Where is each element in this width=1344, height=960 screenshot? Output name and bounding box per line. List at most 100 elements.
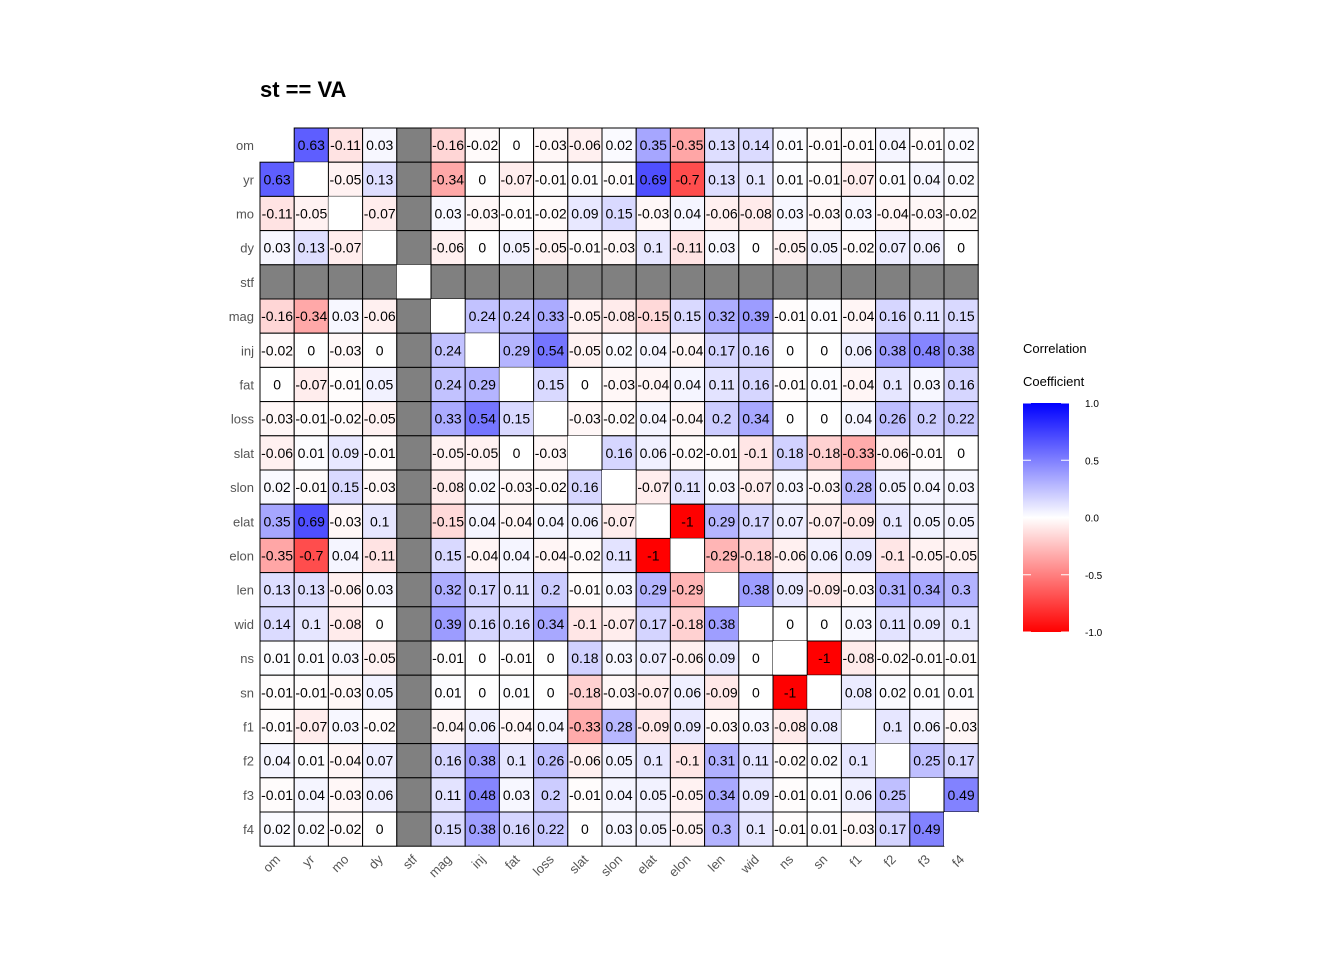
heatmap-cell bbox=[293, 572, 329, 608]
heatmap-cell-na bbox=[396, 332, 432, 368]
cell-value-label: -0.1 bbox=[744, 445, 768, 461]
heatmap-cell bbox=[944, 812, 979, 847]
cell-value-label: -0.16 bbox=[261, 308, 293, 324]
cell-value-label: 0.03 bbox=[332, 719, 359, 735]
heatmap-cell bbox=[704, 195, 740, 232]
heatmap-cell bbox=[464, 401, 500, 437]
cell-value-label: -0.01 bbox=[569, 582, 601, 598]
chart-title: st == VA bbox=[260, 77, 347, 102]
heatmap-cell bbox=[875, 230, 911, 266]
heatmap-cell bbox=[362, 743, 398, 779]
heatmap-cell bbox=[327, 811, 364, 847]
heatmap-cell bbox=[533, 230, 569, 266]
cell-value-label: -0.04 bbox=[432, 719, 464, 735]
cell-value-label: -0.29 bbox=[706, 548, 738, 564]
cell-value-label: 0 bbox=[752, 650, 760, 666]
heatmap-cell bbox=[704, 811, 740, 847]
heatmap-cell bbox=[533, 572, 569, 608]
heatmap-cell bbox=[738, 674, 774, 710]
heatmap-cell-na bbox=[396, 401, 432, 437]
cell-value-label: -0.05 bbox=[569, 342, 601, 358]
cell-value-label: 0.03 bbox=[845, 616, 872, 632]
heatmap-cell bbox=[430, 230, 466, 266]
cell-value-label: 0 bbox=[581, 377, 589, 393]
cell-value-label: -0.34 bbox=[295, 308, 327, 324]
cell-value-label: -0.15 bbox=[637, 308, 669, 324]
heatmap-cell-na bbox=[635, 264, 671, 300]
legend-ticks: 1.0 0.5 0.0 -0.5 -1.0 bbox=[1023, 399, 1103, 639]
cell-value-label: 0.09 bbox=[332, 445, 359, 461]
heatmap-cell bbox=[431, 299, 466, 334]
cell-value-label: 0 bbox=[513, 445, 521, 461]
heatmap-cell bbox=[601, 777, 637, 813]
heatmap-cell bbox=[464, 708, 500, 745]
cell-value-label: 0.02 bbox=[605, 342, 632, 358]
heatmap-cell-na bbox=[396, 503, 432, 539]
heatmap-cell bbox=[293, 230, 329, 266]
heatmap-cell bbox=[327, 537, 364, 574]
heatmap-cell bbox=[567, 332, 603, 368]
heatmap-cell bbox=[601, 537, 637, 574]
heatmap-cell bbox=[430, 435, 466, 471]
cell-value-label: 0.03 bbox=[434, 206, 461, 222]
heatmap-cell bbox=[704, 674, 740, 710]
cell-value-label: -0.15 bbox=[432, 513, 464, 529]
heatmap-cell bbox=[704, 572, 739, 607]
cell-value-label: 0.17 bbox=[640, 616, 667, 632]
cell-value-label: -0.06 bbox=[706, 206, 738, 222]
y-tick-label: yr bbox=[243, 172, 255, 187]
cell-value-label: 0.01 bbox=[811, 787, 838, 803]
cell-value-label: -0.05 bbox=[945, 548, 977, 564]
heatmap-cell bbox=[943, 298, 979, 334]
heatmap-cell bbox=[259, 537, 295, 574]
heatmap-cell bbox=[909, 366, 945, 403]
cell-value-label: -0.03 bbox=[603, 240, 635, 256]
cell-value-label: 0.17 bbox=[708, 342, 735, 358]
cell-value-label: 0.04 bbox=[640, 342, 667, 358]
cell-value-label: -0.07 bbox=[637, 684, 669, 700]
heatmap-cell-na bbox=[396, 298, 432, 334]
cell-value-label: -0.07 bbox=[808, 513, 840, 529]
cell-value-label: 0.04 bbox=[913, 171, 940, 187]
cell-value-label: 0.03 bbox=[708, 240, 735, 256]
cell-value-label: 0.05 bbox=[503, 240, 530, 256]
heatmap-cell bbox=[293, 469, 329, 505]
heatmap-cell bbox=[772, 401, 808, 437]
cell-value-label: 0.02 bbox=[263, 821, 290, 837]
cell-value-label: 0.69 bbox=[298, 513, 325, 529]
heatmap-cell bbox=[875, 811, 911, 847]
y-tick-label: stf bbox=[240, 275, 254, 290]
cell-value-label: 0.11 bbox=[880, 616, 906, 632]
cell-value-label: 0.03 bbox=[605, 821, 632, 837]
heatmap-cell bbox=[430, 161, 466, 197]
cell-value-label: 0.04 bbox=[503, 548, 530, 564]
heatmap-cell bbox=[875, 161, 911, 197]
cell-value-label: 0.34 bbox=[913, 582, 940, 598]
heatmap-cell bbox=[567, 606, 603, 642]
heatmap-cell bbox=[293, 606, 329, 642]
heatmap-cell bbox=[635, 332, 671, 368]
heatmap-cell bbox=[704, 127, 740, 163]
cell-value-label: -0.01 bbox=[911, 650, 943, 666]
heatmap-cell bbox=[635, 230, 671, 266]
legend-tick-label: -0.5 bbox=[1085, 571, 1103, 582]
x-axis-labels: om yr mo dy stf mag inj fat loss slat slon elat elon… bbox=[260, 851, 967, 880]
cell-value-label: 0.15 bbox=[674, 308, 701, 324]
cell-value-label: 0.02 bbox=[811, 753, 838, 769]
x-tick-label: wid bbox=[737, 852, 762, 877]
cell-value-label: 0.34 bbox=[708, 787, 735, 803]
heatmap-cell bbox=[465, 333, 500, 368]
heatmap-cell-na bbox=[909, 264, 945, 300]
cell-value-label: -0.09 bbox=[637, 719, 669, 735]
heatmap-cell bbox=[704, 503, 740, 539]
cell-value-label: 0.14 bbox=[742, 137, 769, 153]
cell-value-label: 0.02 bbox=[469, 479, 496, 495]
cell-value-label: 0.15 bbox=[332, 479, 359, 495]
heatmap-cell bbox=[259, 503, 295, 539]
heatmap-cell bbox=[669, 230, 706, 266]
cell-value-label: -0.04 bbox=[330, 753, 362, 769]
cell-value-label: 0.33 bbox=[434, 411, 461, 427]
cell-value-label: -0.35 bbox=[261, 548, 293, 564]
heatmap-cell bbox=[533, 708, 569, 745]
cell-value-label: 0.03 bbox=[776, 479, 803, 495]
